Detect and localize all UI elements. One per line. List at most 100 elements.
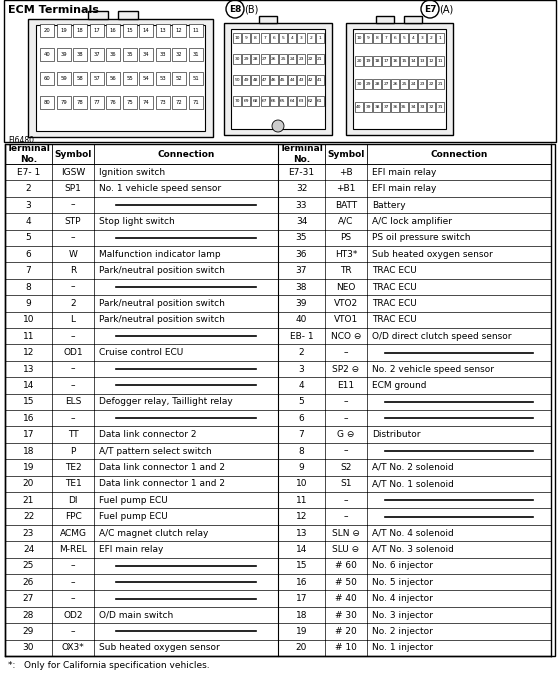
Text: 15: 15	[23, 397, 34, 406]
Bar	[288, 75, 296, 85]
Text: ELS: ELS	[65, 397, 81, 406]
Text: O/D direct clutch speed sensor: O/D direct clutch speed sensor	[372, 332, 511, 340]
Text: 38: 38	[77, 52, 83, 57]
Text: FI6480: FI6480	[8, 136, 34, 145]
Bar	[279, 96, 287, 106]
Text: 59: 59	[60, 76, 67, 81]
Text: 7: 7	[385, 36, 388, 40]
Text: 12: 12	[296, 512, 307, 521]
Text: 62: 62	[308, 99, 314, 103]
Bar	[400, 33, 408, 43]
Text: 2: 2	[298, 348, 304, 357]
Bar	[376, 16, 394, 23]
Text: TR: TR	[340, 266, 352, 275]
Text: No. 2 vehicle speed sensor: No. 2 vehicle speed sensor	[372, 364, 494, 373]
Text: 11: 11	[192, 28, 199, 33]
Bar	[106, 24, 120, 37]
Text: 13: 13	[296, 529, 307, 538]
Text: 45: 45	[280, 78, 286, 82]
Text: 19: 19	[365, 59, 371, 63]
Text: 68: 68	[253, 99, 258, 103]
Bar	[427, 79, 435, 89]
Text: Sub heated oxygen sensor: Sub heated oxygen sensor	[372, 250, 493, 259]
Text: EB- 1: EB- 1	[290, 332, 313, 340]
Text: 73: 73	[159, 100, 166, 105]
Text: 78: 78	[77, 100, 83, 105]
Text: 14: 14	[410, 59, 416, 63]
Bar	[242, 96, 250, 106]
Bar	[57, 72, 71, 85]
Bar	[5, 144, 555, 656]
Text: PS: PS	[340, 234, 352, 242]
Text: 18: 18	[77, 28, 83, 33]
Text: 28: 28	[253, 57, 258, 61]
Bar	[139, 72, 153, 85]
Text: FPC: FPC	[64, 512, 81, 521]
Text: # 20: # 20	[335, 627, 357, 636]
Text: 46: 46	[271, 78, 277, 82]
Text: 21: 21	[317, 57, 323, 61]
Text: 5: 5	[26, 234, 31, 242]
Bar	[373, 33, 381, 43]
Text: 56: 56	[110, 76, 116, 81]
Bar	[172, 96, 186, 109]
Text: 6: 6	[26, 250, 31, 259]
Bar	[139, 24, 153, 37]
Bar	[189, 96, 203, 109]
Text: A/C lock amplifier: A/C lock amplifier	[372, 217, 452, 226]
Text: –: –	[344, 397, 348, 406]
Text: VTO1: VTO1	[334, 315, 358, 324]
Text: Connection: Connection	[430, 149, 488, 158]
Text: 23: 23	[298, 57, 304, 61]
Bar	[28, 19, 213, 137]
Text: 75: 75	[126, 100, 133, 105]
Bar	[427, 33, 435, 43]
Text: Terminal
No.: Terminal No.	[7, 145, 50, 164]
Bar	[307, 96, 315, 106]
Text: P: P	[71, 447, 76, 456]
Bar	[270, 75, 278, 85]
Bar	[260, 33, 269, 43]
Text: Park/neutral position switch: Park/neutral position switch	[99, 315, 225, 324]
Text: 80: 80	[44, 100, 50, 105]
Text: A/T pattern select switch: A/T pattern select switch	[99, 447, 212, 456]
Text: 28: 28	[23, 610, 34, 619]
Bar	[242, 33, 250, 43]
Bar	[316, 75, 324, 85]
Text: 4: 4	[291, 36, 293, 40]
Text: (B): (B)	[244, 4, 258, 14]
Text: 34: 34	[410, 105, 416, 109]
Bar	[279, 54, 287, 64]
Text: 19: 19	[23, 463, 34, 472]
Bar	[279, 33, 287, 43]
Text: 37: 37	[383, 105, 389, 109]
Bar	[364, 33, 372, 43]
Text: 5: 5	[403, 36, 405, 40]
Text: Fuel pump ECU: Fuel pump ECU	[99, 496, 168, 505]
Text: 28: 28	[374, 82, 380, 86]
Bar	[189, 72, 203, 85]
Bar	[40, 24, 54, 37]
Text: –: –	[71, 627, 75, 636]
Text: 3: 3	[26, 201, 31, 210]
Bar	[364, 102, 372, 112]
Text: W: W	[68, 250, 77, 259]
Text: 21: 21	[437, 82, 443, 86]
Text: 18: 18	[23, 447, 34, 456]
Text: Terminal
No.: Terminal No.	[279, 145, 324, 164]
Bar	[233, 96, 241, 106]
Text: 8: 8	[376, 36, 379, 40]
Bar	[436, 79, 444, 89]
Text: 29: 29	[365, 82, 371, 86]
Text: 7: 7	[298, 430, 305, 439]
Bar	[40, 96, 54, 109]
Text: –: –	[71, 332, 75, 340]
Text: ECM ground: ECM ground	[372, 381, 427, 390]
Bar	[36, 25, 205, 131]
Text: 1: 1	[438, 36, 441, 40]
Text: 5: 5	[282, 36, 284, 40]
Bar	[382, 102, 390, 112]
Bar	[307, 75, 315, 85]
Bar	[242, 75, 250, 85]
Text: Park/neutral position switch: Park/neutral position switch	[99, 266, 225, 275]
